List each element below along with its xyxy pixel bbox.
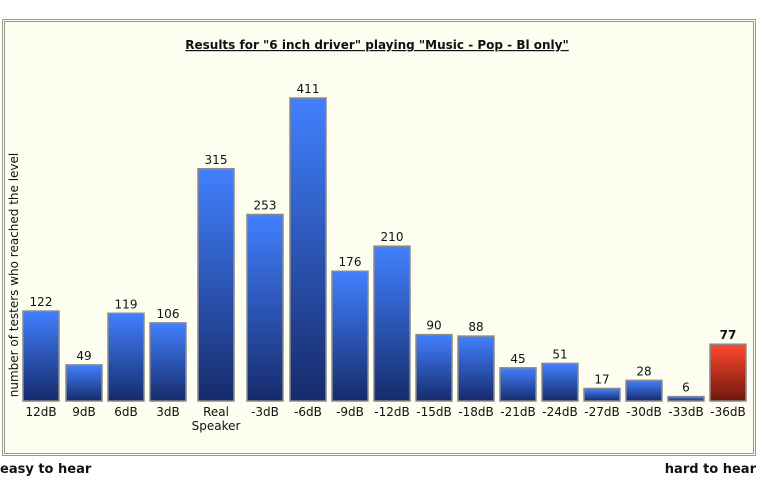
value-label: 119 bbox=[115, 297, 138, 311]
x-tick-label: 12dB bbox=[25, 405, 57, 419]
bar bbox=[149, 322, 187, 402]
x-tick-label: -18dB bbox=[458, 405, 494, 419]
x-tick-label: -30dB bbox=[626, 405, 662, 419]
x-tick-label: -24dB bbox=[542, 405, 578, 419]
y-axis-label: number of testers who reached the level bbox=[7, 153, 21, 398]
x-tick-label: -12dB bbox=[374, 405, 410, 419]
x-tick-label: -36dB bbox=[710, 405, 746, 419]
x-tick-label: 9dB bbox=[72, 405, 96, 419]
x-tick-label: -15dB bbox=[416, 405, 452, 419]
bar bbox=[246, 213, 284, 402]
value-label: 45 bbox=[510, 352, 525, 366]
x-tick-label: -21dB bbox=[500, 405, 536, 419]
x-tick-label: -33dB bbox=[668, 405, 704, 419]
value-label: 90 bbox=[426, 319, 441, 333]
bar bbox=[107, 312, 145, 402]
right-note: hard to hear bbox=[664, 462, 756, 477]
bar bbox=[709, 343, 747, 402]
bar bbox=[197, 168, 235, 402]
value-label: 253 bbox=[254, 198, 277, 212]
value-label: 88 bbox=[468, 320, 483, 334]
bar bbox=[22, 310, 60, 402]
left-note: easy to hear bbox=[0, 462, 92, 477]
bar bbox=[541, 362, 579, 402]
bar bbox=[65, 364, 103, 402]
bar bbox=[625, 379, 663, 402]
x-tick-label: 3dB bbox=[156, 405, 180, 419]
value-label: 411 bbox=[297, 82, 320, 96]
bar bbox=[289, 97, 327, 402]
value-label: 51 bbox=[552, 347, 567, 361]
bar bbox=[457, 335, 495, 402]
bar bbox=[583, 387, 621, 402]
x-tick-label: -27dB bbox=[584, 405, 620, 419]
x-tick-label: -6dB bbox=[294, 405, 322, 419]
value-label: 122 bbox=[30, 295, 53, 309]
x-tick-label: 6dB bbox=[114, 405, 138, 419]
x-tick-label: Real Speaker bbox=[191, 405, 241, 433]
chart-title: Results for "6 inch driver" playing "Mus… bbox=[185, 38, 569, 52]
x-tick-label: -9dB bbox=[336, 405, 364, 419]
value-label: 106 bbox=[157, 307, 180, 321]
value-label: 315 bbox=[205, 153, 228, 167]
value-label: 6 bbox=[682, 381, 690, 395]
value-label: 176 bbox=[339, 255, 362, 269]
value-label: 28 bbox=[636, 364, 651, 378]
value-label: 49 bbox=[76, 349, 91, 363]
bar bbox=[415, 333, 453, 402]
bar bbox=[667, 395, 705, 402]
bar bbox=[331, 270, 369, 402]
value-label: 17 bbox=[594, 372, 609, 386]
bar bbox=[373, 245, 411, 402]
value-label: 210 bbox=[381, 230, 404, 244]
bar bbox=[499, 367, 537, 402]
value-label: 77 bbox=[720, 328, 737, 342]
x-tick-label: -3dB bbox=[251, 405, 279, 419]
